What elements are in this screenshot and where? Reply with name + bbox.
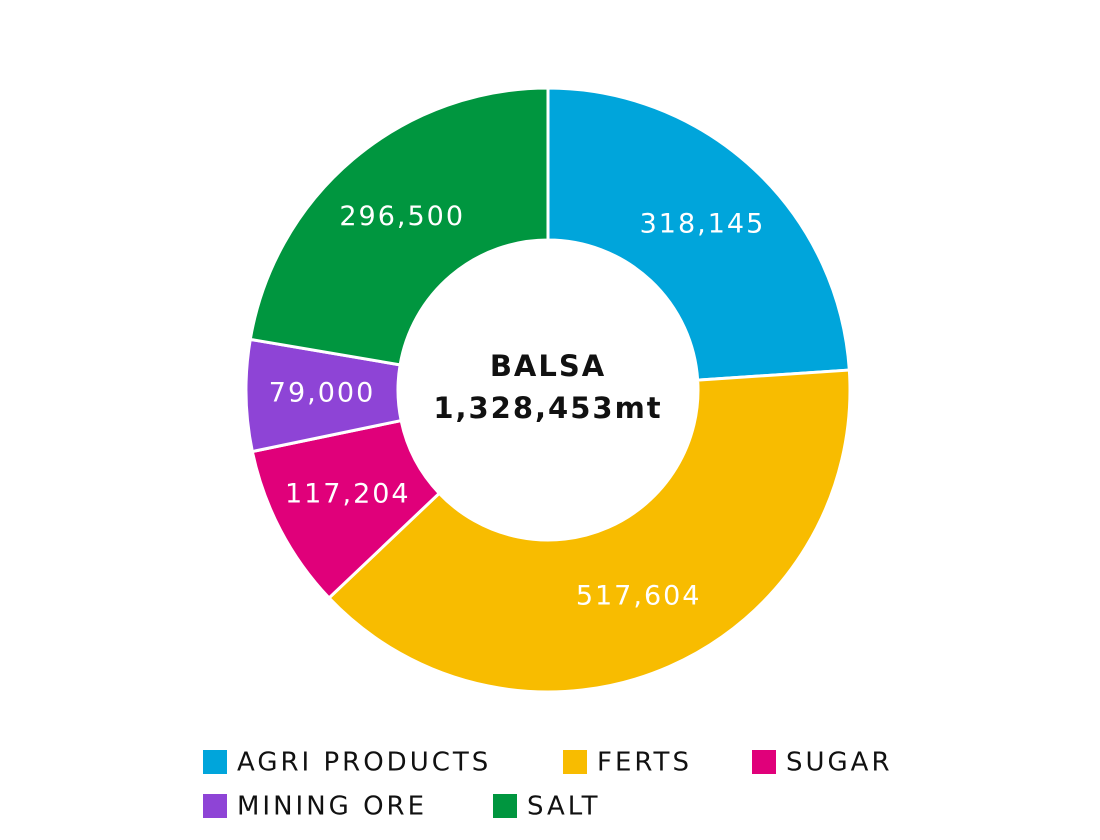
center-title: BALSA <box>490 349 606 383</box>
legend-label: SUGAR <box>786 748 893 778</box>
center-label: 1,328,453mt <box>433 391 662 425</box>
legend-swatch <box>752 750 776 774</box>
value-label: 517,604 <box>576 581 702 612</box>
legend-label: FERTS <box>597 748 692 778</box>
value-label: 318,145 <box>640 209 766 240</box>
legend-label: SALT <box>527 792 601 822</box>
legend-swatch <box>203 750 227 774</box>
legend-label: MINING ORE <box>237 792 427 822</box>
slice <box>248 86 550 367</box>
legend-swatch <box>203 794 227 818</box>
value-label: 296,500 <box>339 201 465 232</box>
value-label: 79,000 <box>269 378 375 409</box>
legend-label: AGRI PRODUCTS <box>237 748 491 778</box>
slice <box>546 86 851 382</box>
slice <box>326 368 852 694</box>
value-label: 117,204 <box>285 478 411 509</box>
legend-swatch <box>493 794 517 818</box>
legend-swatch <box>563 750 587 774</box>
